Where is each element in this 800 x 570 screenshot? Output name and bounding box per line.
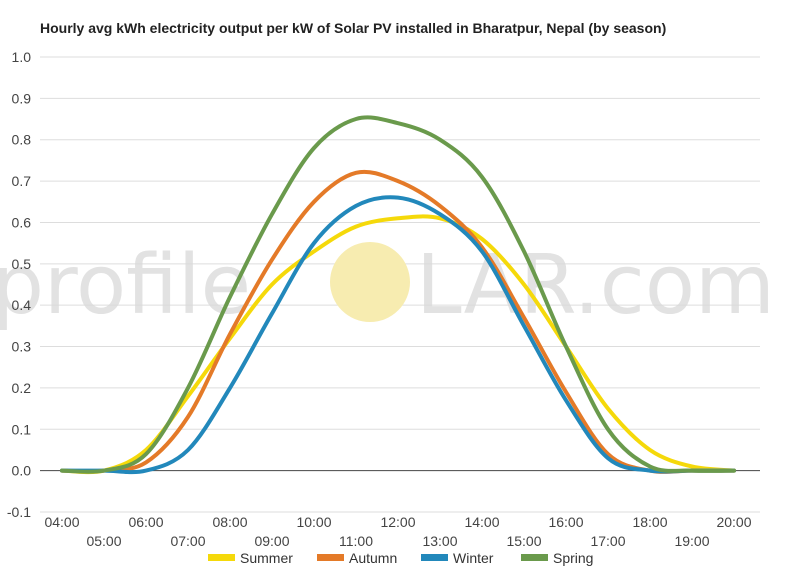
y-tick-label: 0.1	[12, 421, 32, 437]
watermark-text-right: LAR.com	[416, 238, 775, 333]
x-tick-label: 20:00	[716, 514, 751, 530]
watermark: profile LAR.com	[0, 238, 775, 333]
y-tick-label: 0.5	[12, 256, 32, 272]
series-line-spring	[60, 115, 736, 474]
x-tick-label: 13:00	[422, 533, 457, 549]
x-tick-label: 06:00	[128, 514, 163, 530]
watermark-sun-icon	[330, 242, 410, 322]
x-tick-label: 15:00	[506, 533, 541, 549]
x-tick-label: 09:00	[254, 533, 289, 549]
y-tick-label: -0.1	[7, 504, 31, 520]
y-tick-label: 1.0	[12, 49, 32, 65]
watermark-text-left: profile	[0, 238, 251, 333]
chart-title: Hourly avg kWh electricity output per kW…	[40, 20, 666, 36]
x-tick-label: 07:00	[170, 533, 205, 549]
x-tick-label: 08:00	[212, 514, 247, 530]
x-tick-label: 11:00	[339, 533, 373, 549]
legend: Summer Autumn Winter Spring	[208, 550, 593, 566]
y-tick-label: 0.2	[12, 380, 32, 396]
series-line-autumn	[60, 169, 736, 474]
y-axis: 1.0 0.9 0.8 0.7 0.6 0.5 0.4 0.3 0.2 0.1 0.0 -0.1	[7, 49, 31, 520]
x-tick-label: 14:00	[464, 514, 499, 530]
legend-label: Spring	[553, 550, 593, 566]
x-tick-label: 05:00	[86, 533, 121, 549]
legend-swatch-spring	[521, 554, 548, 561]
x-tick-label: 19:00	[674, 533, 709, 549]
y-tick-label: 0.6	[12, 214, 32, 230]
y-tick-label: 0.0	[12, 463, 32, 479]
x-tick-label: 12:00	[380, 514, 415, 530]
series-line-winter	[60, 195, 736, 475]
x-tick-label: 18:00	[632, 514, 667, 530]
x-tick-label: 10:00	[296, 514, 331, 530]
x-tick-label: 17:00	[590, 533, 625, 549]
legend-swatch-autumn	[317, 554, 344, 561]
x-tick-label: 04:00	[44, 514, 79, 530]
y-tick-label: 0.4	[12, 297, 32, 313]
series-lines	[60, 115, 736, 475]
y-tick-label: 0.9	[12, 90, 32, 106]
legend-swatch-summer	[208, 554, 235, 561]
x-tick-label: 16:00	[548, 514, 583, 530]
legend-label: Winter	[453, 550, 494, 566]
legend-label: Summer	[240, 550, 293, 566]
x-axis: 04:00 05:00 06:00 07:00 08:00 09:00 10:00 11:00…	[44, 514, 751, 549]
legend-swatch-winter	[421, 554, 448, 561]
y-tick-label: 0.3	[12, 339, 32, 355]
y-tick-label: 0.8	[12, 132, 32, 148]
legend-label: Autumn	[349, 550, 397, 566]
y-tick-label: 0.7	[12, 173, 32, 189]
